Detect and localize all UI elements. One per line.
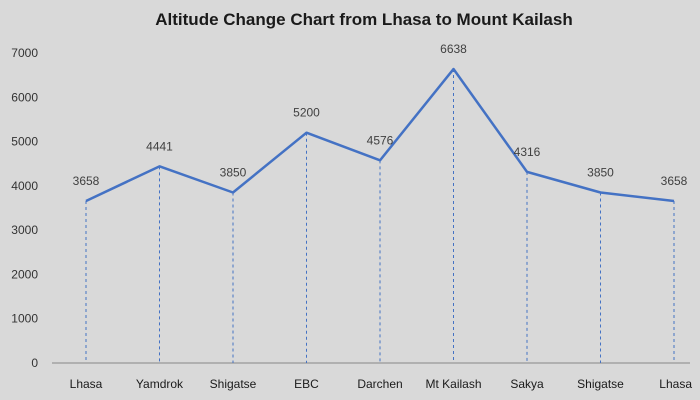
x-tick-label: Shigatse [210,377,257,391]
y-tick-label: 0 [31,356,38,370]
y-tick-label: 2000 [11,267,38,281]
data-label: 4441 [146,139,173,153]
data-label: 6638 [440,42,467,56]
x-tick-label: Darchen [357,377,402,391]
x-tick-label: Lhasa [659,377,692,391]
y-tick-label: 3000 [11,223,38,237]
x-tick-label: Shigatse [577,377,624,391]
altitude-series-line [85,67,675,203]
data-label: 3658 [73,174,100,188]
x-tick-label: Yamdrok [136,377,184,391]
data-label: 4576 [367,133,394,147]
x-axis: Lhasa Yamdrok Shigatse EBC Darchen Mt Kailash… [70,377,693,391]
y-axis: 0 1000 2000 3000 4000 5000 6000 7000 [11,46,38,370]
x-tick-label: Sakya [510,377,544,391]
x-tick-label: Lhasa [70,377,103,391]
y-tick-label: 5000 [11,135,38,149]
data-label: 3850 [587,166,614,180]
data-labels: 3658 4441 3850 5200 4576 6638 4316 3850 3658 [73,42,688,188]
data-label: 4316 [514,145,541,159]
y-tick-label: 6000 [11,90,38,104]
x-tick-label: EBC [294,377,319,391]
data-label: 3850 [220,166,247,180]
chart-title: Altitude Change Chart from Lhasa to Moun… [155,10,572,29]
y-tick-label: 7000 [11,46,38,60]
x-tick-label: Mt Kailash [425,377,481,391]
data-label: 5200 [293,106,320,120]
drop-lines [85,69,675,363]
y-tick-label: 4000 [11,179,38,193]
data-label: 3658 [661,174,688,188]
y-tick-label: 1000 [11,312,38,326]
